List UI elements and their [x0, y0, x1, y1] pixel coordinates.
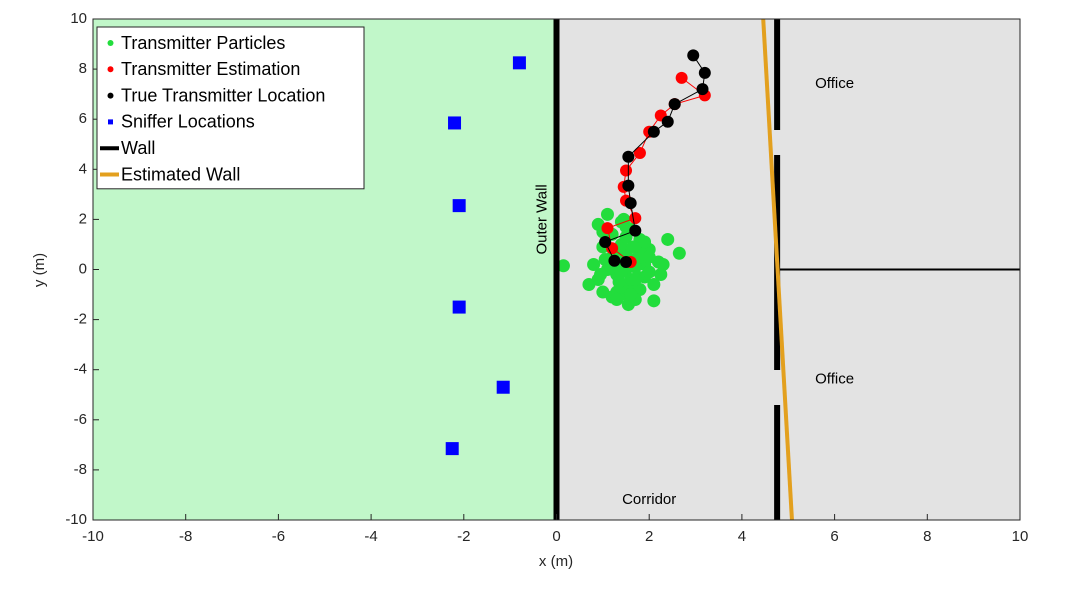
marker: [654, 268, 668, 282]
marker: [647, 278, 661, 292]
marker: [621, 298, 635, 312]
marker: [445, 442, 459, 456]
marker: [620, 255, 633, 268]
annotation: Office: [815, 371, 854, 388]
x-tick-label: 4: [738, 528, 746, 545]
marker: [624, 197, 637, 210]
axes: -10 -8 -6 -4 -2 0 2 4 6 8 10 -10 -8 -6 -4 -2 0 2 4 6 8 10: [65, 10, 1028, 545]
marker: [612, 275, 626, 289]
marker: [656, 257, 670, 271]
marker: [633, 147, 646, 160]
marker: [619, 220, 633, 234]
marker: [638, 235, 652, 249]
marker: [556, 259, 570, 273]
y-axis-label: y (m): [31, 253, 48, 287]
series-line: [761, 18, 794, 521]
marker: [591, 217, 605, 231]
marker: [452, 300, 466, 314]
y-tick-label: -2: [74, 311, 87, 328]
marker: [642, 265, 656, 279]
legend-label: Transmitter Estimation: [121, 59, 300, 79]
legend-box: [96, 26, 365, 190]
y-tick-label: 8: [79, 60, 87, 77]
marker: [628, 273, 642, 287]
y-tick-label: -8: [74, 461, 87, 478]
marker: [582, 278, 596, 292]
legend-swatch: [107, 40, 114, 46]
marker: [647, 125, 660, 138]
annotation: Office: [815, 75, 854, 92]
legend-swatch: [108, 119, 113, 125]
marker: [614, 265, 628, 279]
y-tick-label: 0: [79, 260, 87, 277]
marker: [696, 83, 709, 96]
annotation: Outer Wall: [534, 184, 551, 254]
marker: [624, 288, 638, 302]
legend-swatch: [107, 66, 114, 73]
marker: [622, 150, 635, 163]
marker: [599, 235, 612, 248]
marker: [452, 199, 466, 213]
y-tick-label: -6: [74, 411, 87, 428]
x-tick-label: -2: [457, 528, 470, 545]
marker: [619, 230, 633, 244]
legend-label: Transmitter Particles: [121, 33, 285, 53]
marker: [675, 71, 688, 84]
legend-label: Estimated Wall: [121, 164, 240, 184]
marker: [587, 257, 601, 271]
marker: [594, 268, 608, 282]
marker: [496, 380, 510, 394]
marker: [600, 207, 614, 221]
x-tick-label: 6: [830, 528, 838, 545]
x-tick-label: -6: [272, 528, 285, 545]
x-tick-label: 8: [923, 528, 931, 545]
legend-swatch: [107, 92, 114, 99]
x-tick-label: 0: [552, 528, 560, 545]
marker: [642, 250, 656, 264]
x-tick-label: 10: [1012, 528, 1029, 545]
annotation: Corridor: [622, 491, 676, 508]
legend: Transmitter Particles Transmitter Estimat…: [96, 26, 365, 190]
marker: [687, 49, 700, 62]
marker: [596, 285, 610, 299]
marker: [620, 164, 633, 177]
marker: [698, 66, 711, 79]
x-tick-label: -4: [364, 528, 377, 545]
x-tick-label: -10: [82, 528, 104, 545]
legend-label: True Transmitter Location: [121, 85, 325, 105]
y-tick-label: 2: [79, 210, 87, 227]
marker: [668, 98, 681, 111]
y-tick-label: 10: [70, 10, 87, 27]
marker: [629, 212, 642, 225]
marker: [622, 179, 635, 192]
marker: [647, 294, 661, 308]
marker: [661, 232, 675, 246]
y-tick-label: 6: [79, 110, 87, 127]
marker: [512, 56, 526, 70]
x-axis-label: x (m): [539, 553, 573, 570]
legend-label: Sniffer Locations: [121, 112, 255, 132]
x-tick-label: -8: [179, 528, 192, 545]
y-tick-label: 4: [79, 160, 87, 177]
marker: [661, 115, 674, 128]
marker: [601, 222, 614, 235]
y-tick-label: -4: [74, 361, 87, 378]
marker: [610, 293, 624, 307]
marker: [448, 116, 462, 130]
marker: [672, 246, 686, 260]
y-tick-label: -10: [65, 511, 87, 528]
x-tick-label: 2: [645, 528, 653, 545]
legend-label: Wall: [121, 138, 155, 158]
plot-area: Outer Wall Office Office Corridor: [445, 18, 1020, 521]
marker: [626, 240, 640, 254]
marker: [629, 224, 642, 237]
marker: [608, 254, 621, 267]
